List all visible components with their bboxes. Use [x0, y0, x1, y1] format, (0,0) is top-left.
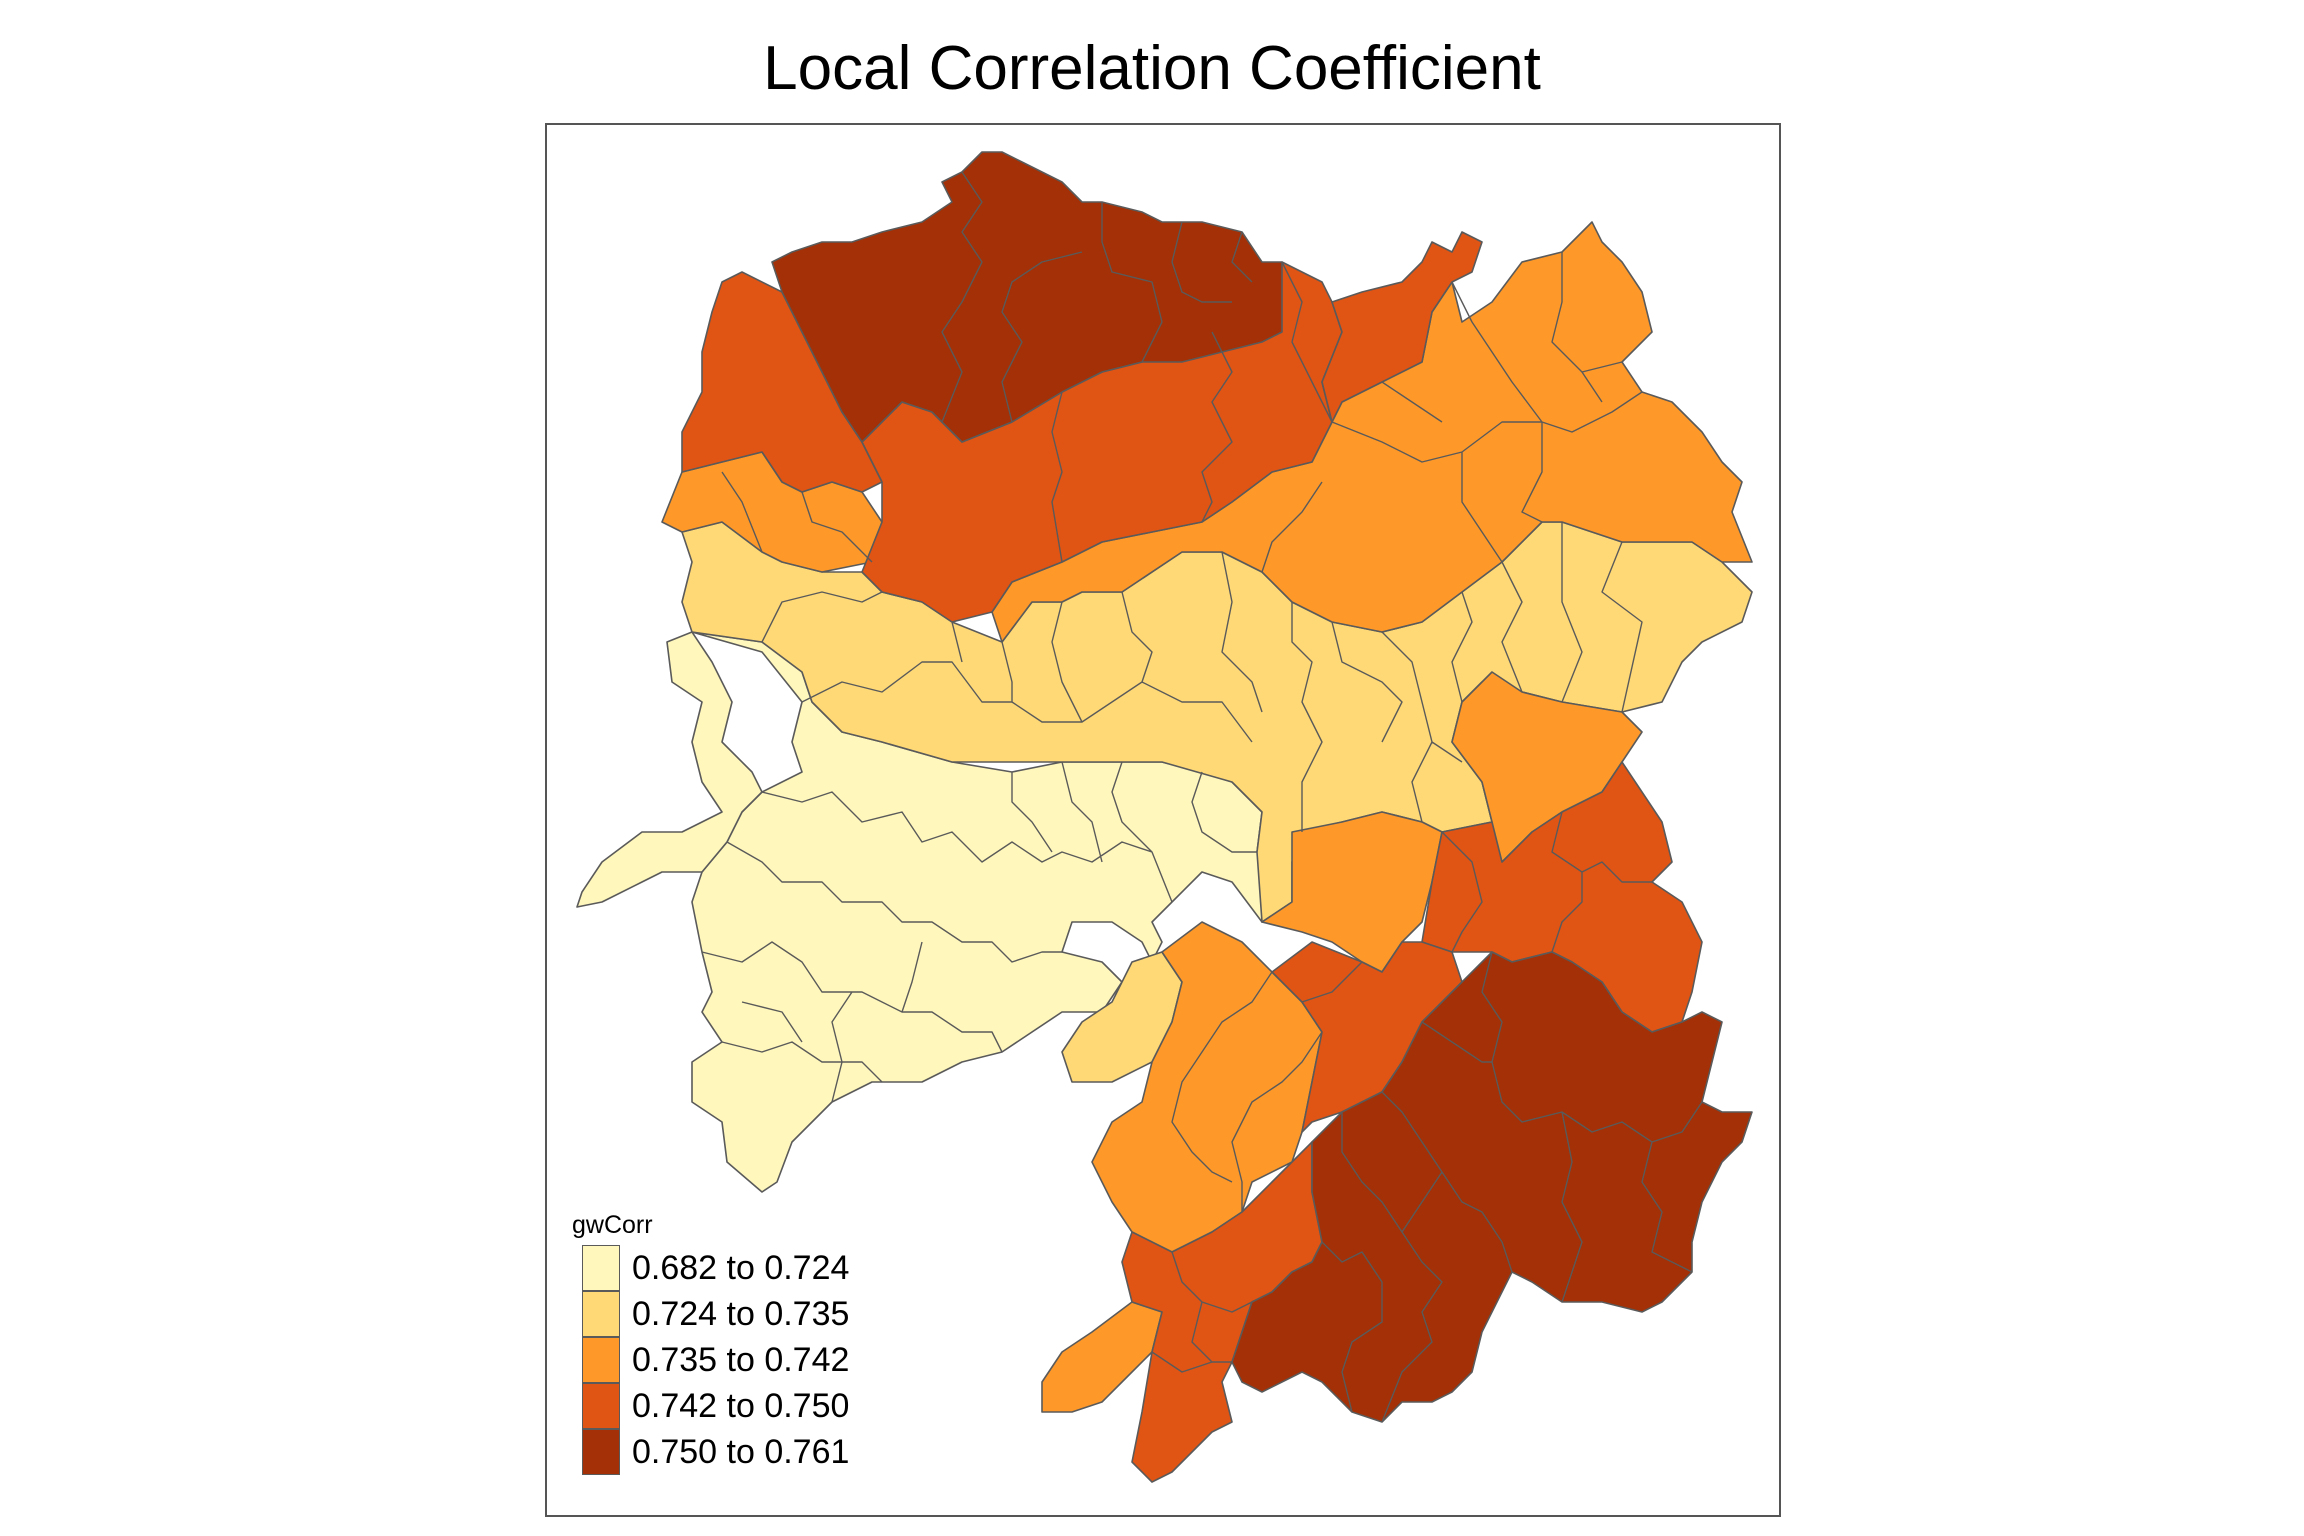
legend-swatch	[582, 1245, 620, 1291]
map-title: Local Correlation Coefficient	[763, 34, 1541, 103]
legend-title: gwCorr	[572, 1211, 653, 1239]
legend-item: 0.750 to 0.761	[572, 1429, 992, 1475]
legend-label: 0.724 to 0.735	[632, 1295, 850, 1333]
legend-swatch	[582, 1291, 620, 1337]
map-legend: gwCorr 0.682 to 0.724 0.724 to 0.735 0.7…	[572, 1205, 992, 1475]
legend-swatch	[582, 1383, 620, 1429]
legend-item: 0.742 to 0.750	[572, 1383, 992, 1429]
map-frame	[545, 123, 1781, 1517]
legend-label: 0.742 to 0.750	[632, 1387, 850, 1425]
region-northeast-top	[1321, 231, 1483, 423]
legend-label: 0.682 to 0.724	[632, 1249, 850, 1287]
legend-label: 0.735 to 0.742	[632, 1341, 850, 1379]
choropleth-map	[576, 151, 1753, 1483]
legend-swatch	[582, 1337, 620, 1383]
boundary-lines	[701, 171, 1703, 1423]
legend-swatch	[582, 1429, 620, 1475]
region-southeast-big	[1231, 951, 1753, 1423]
legend-item: 0.735 to 0.742	[572, 1337, 992, 1383]
legend-item: 0.682 to 0.724	[572, 1245, 992, 1291]
region-west-2	[576, 631, 763, 908]
region-far-north	[771, 151, 1283, 443]
legend-item: 0.724 to 0.735	[572, 1291, 992, 1337]
legend-label: 0.750 to 0.761	[632, 1433, 850, 1471]
